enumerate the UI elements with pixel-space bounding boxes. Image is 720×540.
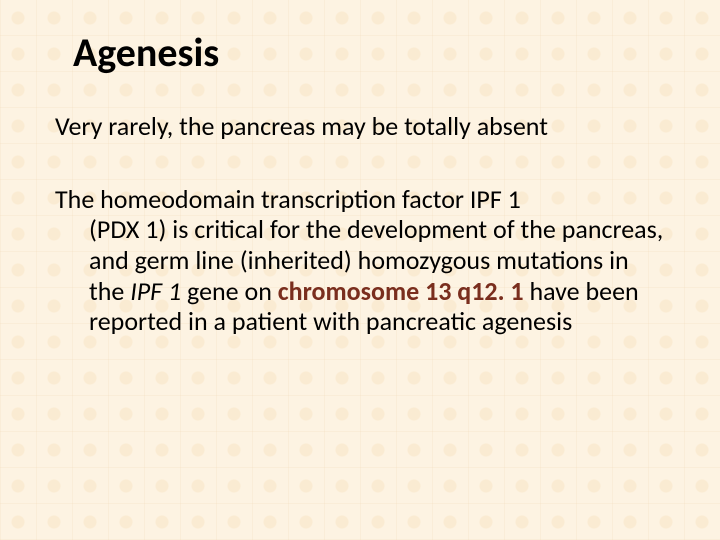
slide-title: Agenesis: [55, 28, 665, 77]
slide: Agenesis Very rarely, the pancreas may b…: [0, 0, 720, 540]
lead-paragraph: Very rarely, the pancreas may be totally…: [55, 111, 665, 142]
body-line1: The homeodomain transcription factor IPF…: [55, 183, 521, 215]
body-seg-after-gene: gene on: [181, 275, 278, 307]
body-indent-block: (PDX 1) is critical for the development …: [55, 214, 665, 337]
gene-name: IPF 1: [130, 275, 181, 307]
body-paragraph: The homeodomain transcription factor IPF…: [55, 184, 665, 337]
chromosome-accent: chromosome 13 q12. 1: [278, 275, 524, 307]
